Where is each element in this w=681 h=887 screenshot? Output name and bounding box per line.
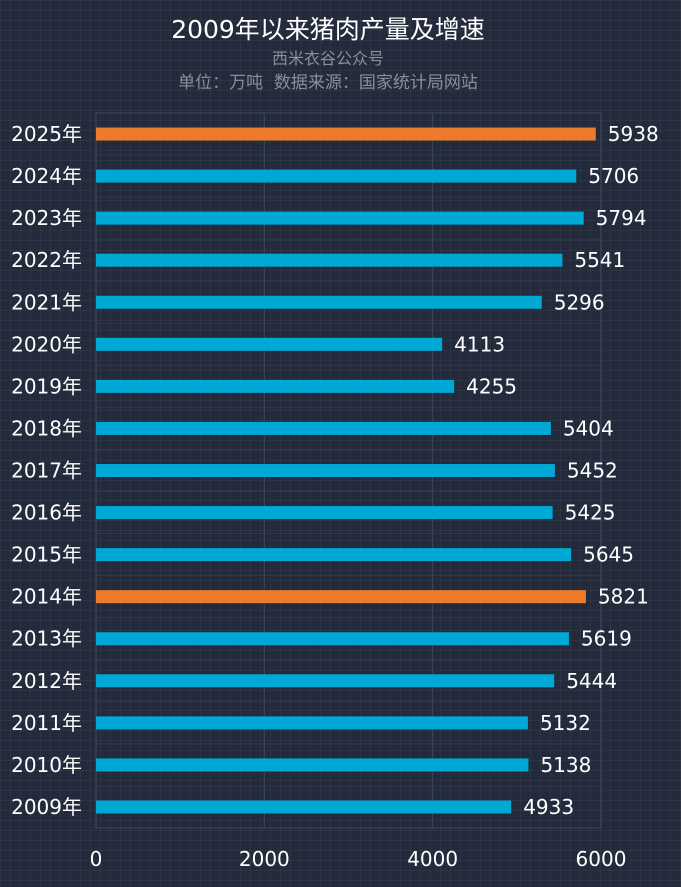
value-label: 5821: [598, 585, 649, 609]
category-label: 2012年: [11, 669, 82, 693]
category-label: 2020年: [11, 332, 82, 356]
value-label: 4255: [466, 374, 517, 398]
category-label: 2013年: [11, 627, 82, 651]
category-label: 2010年: [11, 753, 82, 777]
value-label: 5404: [563, 416, 614, 440]
value-label: 5619: [581, 627, 632, 651]
value-label: 5794: [596, 206, 647, 230]
category-label: 2014年: [11, 585, 82, 609]
value-label: 4113: [454, 332, 505, 356]
bar-2018年: [96, 421, 551, 435]
category-label: 2017年: [11, 459, 82, 483]
bar-2021年: [96, 295, 542, 309]
y-axis-labels: 2025年 2024年 2023年 2022年 2021年 2020年 2019年 2018年…: [11, 122, 82, 819]
x-axis-ticks: 0 2000 4000 6000: [90, 847, 627, 871]
bars-group: [96, 127, 596, 814]
chart-unit-note: 单位：万吨 数据来源：国家统计局网站: [178, 73, 478, 93]
value-label: 5425: [565, 501, 616, 525]
category-label: 2024年: [11, 164, 82, 188]
bar-2025年: [96, 127, 596, 141]
category-label: 2021年: [11, 290, 82, 314]
bar-2015年: [96, 548, 572, 562]
x-tick-label: 4000: [407, 847, 458, 871]
bar-2023年: [96, 211, 584, 225]
bar-2014年: [96, 590, 586, 604]
bar-2009年: [96, 800, 512, 814]
value-label: 5706: [588, 164, 639, 188]
bar-2012年: [96, 674, 555, 688]
bar-2022年: [96, 253, 563, 267]
x-tick-label: 6000: [576, 847, 627, 871]
gridlines: [95, 113, 602, 828]
value-label: 5541: [574, 248, 625, 272]
value-label: 5138: [540, 753, 591, 777]
value-label: 5645: [583, 543, 634, 567]
value-label: 5444: [566, 669, 617, 693]
value-labels: 5938 5706 5794 5541 5296 4113 4255 5404 5452 5425…: [454, 122, 659, 819]
value-label: 5132: [540, 711, 591, 735]
bar-2010年: [96, 758, 529, 772]
category-label: 2016年: [11, 501, 82, 525]
bar-2020年: [96, 337, 443, 351]
category-label: 2009年: [11, 795, 82, 819]
bar-2013年: [96, 632, 569, 646]
bar-2019年: [96, 379, 455, 393]
value-label: 5938: [608, 122, 659, 146]
value-label: 5452: [567, 459, 618, 483]
category-label: 2019年: [11, 374, 82, 398]
bar-2017年: [96, 464, 555, 477]
category-label: 2023年: [11, 206, 82, 230]
value-label: 5296: [554, 290, 605, 314]
x-tick-label: 0: [90, 847, 103, 871]
category-label: 2015年: [11, 543, 82, 567]
bar-2016年: [96, 506, 553, 520]
category-label: 2022年: [11, 248, 82, 272]
bar-2024年: [96, 169, 577, 183]
category-label: 2018年: [11, 416, 82, 440]
chart-title: 2009年以来猪肉产量及增速: [171, 15, 485, 44]
x-tick-label: 2000: [239, 847, 290, 871]
chart-subtitle: 西米衣谷公众号: [272, 49, 384, 68]
category-label: 2025年: [11, 122, 82, 146]
value-label: 4933: [523, 795, 574, 819]
bar-2011年: [96, 716, 528, 730]
category-label: 2011年: [11, 711, 82, 735]
